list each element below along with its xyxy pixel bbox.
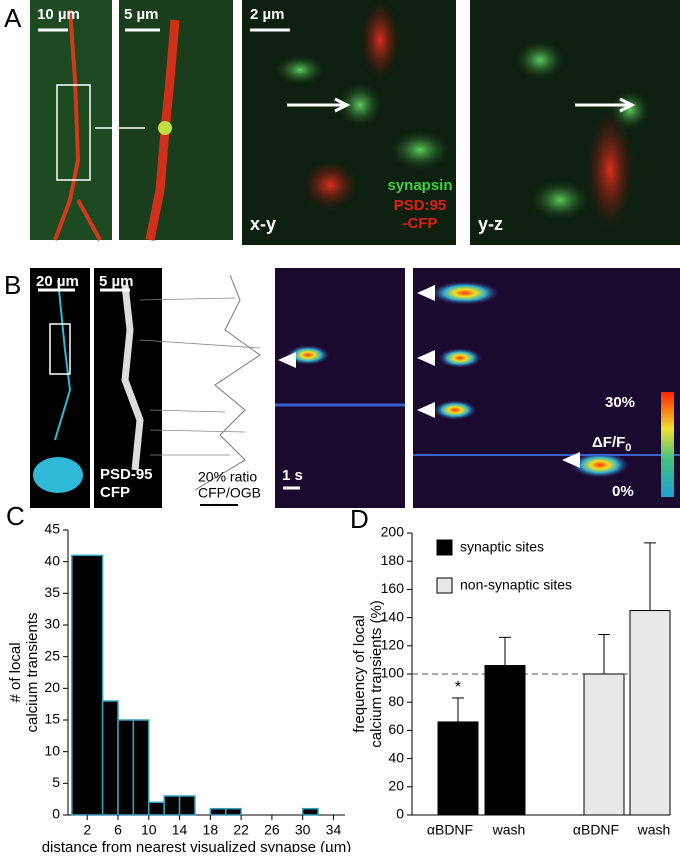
y-tick-label: 80 [388,693,404,709]
y-tick-label: 25 [44,647,60,663]
y-tick-label: 35 [44,584,60,600]
histogram-bar [71,554,104,816]
view-label: y-z [478,214,503,234]
y-tick-label: 140 [381,608,405,624]
y-tick-label: 5 [52,774,60,790]
x-tick-label: 26 [264,822,280,838]
y-axis-label: frequency of local [351,615,368,733]
panel-label: A [4,3,22,33]
scale-bar-label: 5 µm [99,273,134,290]
histogram-bar [224,807,242,816]
marker-label: PSD-95 [100,466,153,483]
y-tick-label: 160 [381,580,405,596]
panel-b-images [30,268,680,508]
x-tick-label: 10 [141,822,157,838]
histogram-bar [163,795,181,816]
y-tick-label: 40 [44,552,60,568]
y-tick-label: 100 [381,665,405,681]
y-axis-label: # of local [7,642,24,702]
legend-text: PSD:95 [394,197,447,214]
significance-mark: * [455,679,461,696]
colorbar-min: 0% [612,483,634,500]
time-bar-label: 1 s [282,467,303,484]
panel-label: D [350,504,369,534]
view-label: x-y [250,214,276,234]
ratio-label: CFP/OGB [198,485,261,501]
legend-text: -CFP [403,215,438,232]
x-tick-label: wash [492,822,526,838]
x-tick-label: 18 [203,822,219,838]
ratio-label: 20% ratio [198,469,257,485]
legend-swatch [436,539,453,556]
histogram-bar [117,719,135,816]
y-axis-label: calcium transients (%) [368,600,385,748]
y-tick-label: 200 [381,524,405,540]
x-axis-label: distance from nearest visualized synapse… [42,839,352,852]
panel-label: B [4,270,21,300]
x-tick-label: αBDNF [427,822,473,838]
y-tick-label: 180 [381,552,405,568]
legend-text: synapsin [387,177,452,194]
y-tick-label: 15 [44,711,60,727]
histogram-bar [132,719,150,816]
bar [484,665,526,816]
x-tick-label: 22 [233,822,249,838]
y-tick-label: 60 [388,721,404,737]
x-tick-label: 6 [114,822,122,838]
y-axis-label: calcium transients [24,612,41,732]
panel-a-images [30,0,680,245]
histogram-bar [101,700,119,816]
bar [583,673,625,816]
colorbar-label: ΔF/F0 [592,434,631,454]
colorbar-max: 30% [605,394,635,411]
histogram-bar [148,801,165,816]
y-tick-label: 20 [44,679,60,695]
x-tick-label: αBDNF [573,822,619,838]
scale-bar-label: 10 µm [37,6,80,23]
histogram-bar [178,795,196,816]
bar [629,610,671,816]
x-tick-label: 14 [172,822,188,838]
x-tick-label: 30 [295,822,311,838]
histogram-bar [301,807,319,816]
legend-label: non-synaptic sites [460,577,572,593]
bar [437,721,479,816]
y-tick-label: 30 [44,616,60,632]
legend-label: synaptic sites [460,539,544,555]
panel-label: C [6,501,25,531]
y-tick-label: 40 [388,749,404,765]
y-tick-label: 120 [381,637,405,653]
y-tick-label: 45 [44,521,60,537]
scale-bar-label: 5 µm [124,6,159,23]
y-tick-label: 0 [52,806,60,822]
x-tick-label: wash [637,822,671,838]
legend-swatch [436,577,453,594]
x-tick-label: 34 [326,822,342,838]
scale-bar-label: 20 µm [36,273,79,290]
y-tick-label: 0 [396,806,404,822]
x-tick-label: 2 [83,822,91,838]
y-tick-label: 20 [388,778,404,794]
marker-label: CFP [100,484,130,501]
y-tick-label: 10 [44,742,60,758]
histogram-bar [209,807,227,816]
scale-bar-label: 2 µm [250,6,285,23]
